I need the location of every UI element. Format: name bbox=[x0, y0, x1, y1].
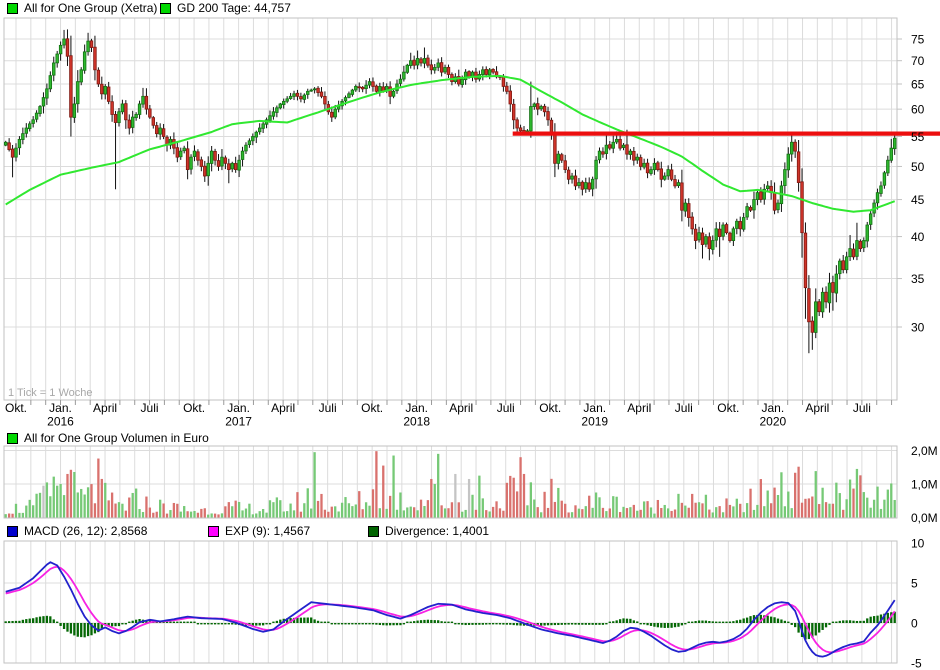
legend-gd200: GD 200 Tage: 44,757 bbox=[160, 1, 291, 15]
price-axis-label: 65 bbox=[911, 77, 925, 91]
volume-axis-label: 0,0M bbox=[911, 511, 938, 525]
tick-scale-note: 1 Tick = 1 Woche bbox=[8, 387, 92, 399]
macd-axis-label: 10 bbox=[911, 537, 925, 551]
month-axis-label: Okt. bbox=[5, 401, 27, 415]
axis-labels: 757065605550454035302,0M1,0M0,0M1050-5Ok… bbox=[5, 33, 938, 670]
main-price-plot-area[interactable] bbox=[3, 17, 898, 401]
volume-axis-label: 2,0M bbox=[911, 444, 938, 458]
month-axis-label: Okt. bbox=[717, 401, 739, 415]
macd-line bbox=[5, 561, 896, 658]
macd-swatch-icon bbox=[7, 525, 18, 537]
gd200-label: GD 200 Tage: 44,757 bbox=[177, 1, 291, 15]
macd-axis-label: 0 bbox=[911, 617, 918, 631]
month-axis-label: Okt. bbox=[183, 401, 205, 415]
month-axis-label: Jan. bbox=[405, 401, 428, 415]
price-axis-label: 70 bbox=[911, 54, 925, 68]
year-axis-label: 2019 bbox=[581, 415, 608, 429]
month-axis-label: Juli bbox=[497, 401, 515, 415]
price-axis-label: 40 bbox=[911, 230, 925, 244]
month-axis-label: Juli bbox=[675, 401, 693, 415]
month-axis-label: Jan. bbox=[761, 401, 784, 415]
legend-divergence: Divergence: 1,4001 bbox=[368, 524, 489, 538]
volume-label: All for One Group Volumen in Euro bbox=[24, 431, 209, 445]
price-axis-label: 55 bbox=[911, 130, 925, 144]
divergence-label: Divergence: 1,4001 bbox=[385, 524, 490, 538]
month-axis-label: April bbox=[93, 401, 117, 415]
year-axis-label: 2016 bbox=[47, 415, 74, 429]
month-axis-label: Juli bbox=[853, 401, 871, 415]
month-axis-label: Okt. bbox=[361, 401, 383, 415]
month-axis-label: April bbox=[627, 401, 651, 415]
gd200-line bbox=[5, 74, 896, 213]
month-axis-label: April bbox=[271, 401, 295, 415]
panel-frames bbox=[3, 17, 898, 664]
month-axis-label: Juli bbox=[319, 401, 337, 415]
month-axis-label: April bbox=[805, 401, 829, 415]
volume-swatch-icon bbox=[7, 432, 18, 444]
month-axis-label: Juli bbox=[141, 401, 159, 415]
legend-volume: All for One Group Volumen in Euro bbox=[7, 431, 209, 445]
month-tick-marks bbox=[15, 400, 893, 405]
price-axis-label: 50 bbox=[911, 160, 925, 174]
macd-label: MACD (26, 12): 2,8568 bbox=[24, 524, 148, 538]
divergence-swatch-icon bbox=[368, 525, 379, 537]
volume-plot-area[interactable] bbox=[3, 445, 898, 519]
month-axis-label: Jan. bbox=[227, 401, 250, 415]
exp-label: EXP (9): 1,4567 bbox=[225, 524, 311, 538]
month-axis-label: Jan. bbox=[583, 401, 606, 415]
price-axis-label: 75 bbox=[911, 33, 925, 47]
volume-axis-label: 1,0M bbox=[911, 478, 938, 492]
price-axis-label: 30 bbox=[911, 321, 925, 335]
price-axis-label: 60 bbox=[911, 103, 925, 117]
series-swatch-icon bbox=[7, 2, 18, 14]
macd-axis-label: 5 bbox=[911, 577, 918, 591]
series-label: All for One Group (Xetra) bbox=[24, 1, 158, 15]
legend-macd: MACD (26, 12): 2,8568 bbox=[7, 524, 147, 538]
legend-main-series: All for One Group (Xetra) bbox=[7, 1, 157, 15]
gd200-swatch-icon bbox=[160, 2, 171, 14]
month-axis-label: Okt. bbox=[539, 401, 561, 415]
volume-bars[interactable] bbox=[4, 451, 896, 518]
exp-swatch-icon bbox=[208, 525, 219, 537]
price-axis-label: 45 bbox=[911, 193, 925, 207]
year-axis-label: 2020 bbox=[759, 415, 786, 429]
macd-plot-area[interactable] bbox=[3, 540, 898, 664]
month-axis-label: Jan. bbox=[49, 401, 72, 415]
candlesticks[interactable] bbox=[4, 29, 897, 354]
year-axis-label: 2018 bbox=[403, 415, 430, 429]
month-axis-label: April bbox=[449, 401, 473, 415]
price-axis-label: 35 bbox=[911, 272, 925, 286]
legend-exp: EXP (9): 1,4567 bbox=[208, 524, 310, 538]
macd-axis-label: -5 bbox=[911, 657, 922, 670]
year-axis-label: 2017 bbox=[225, 415, 252, 429]
